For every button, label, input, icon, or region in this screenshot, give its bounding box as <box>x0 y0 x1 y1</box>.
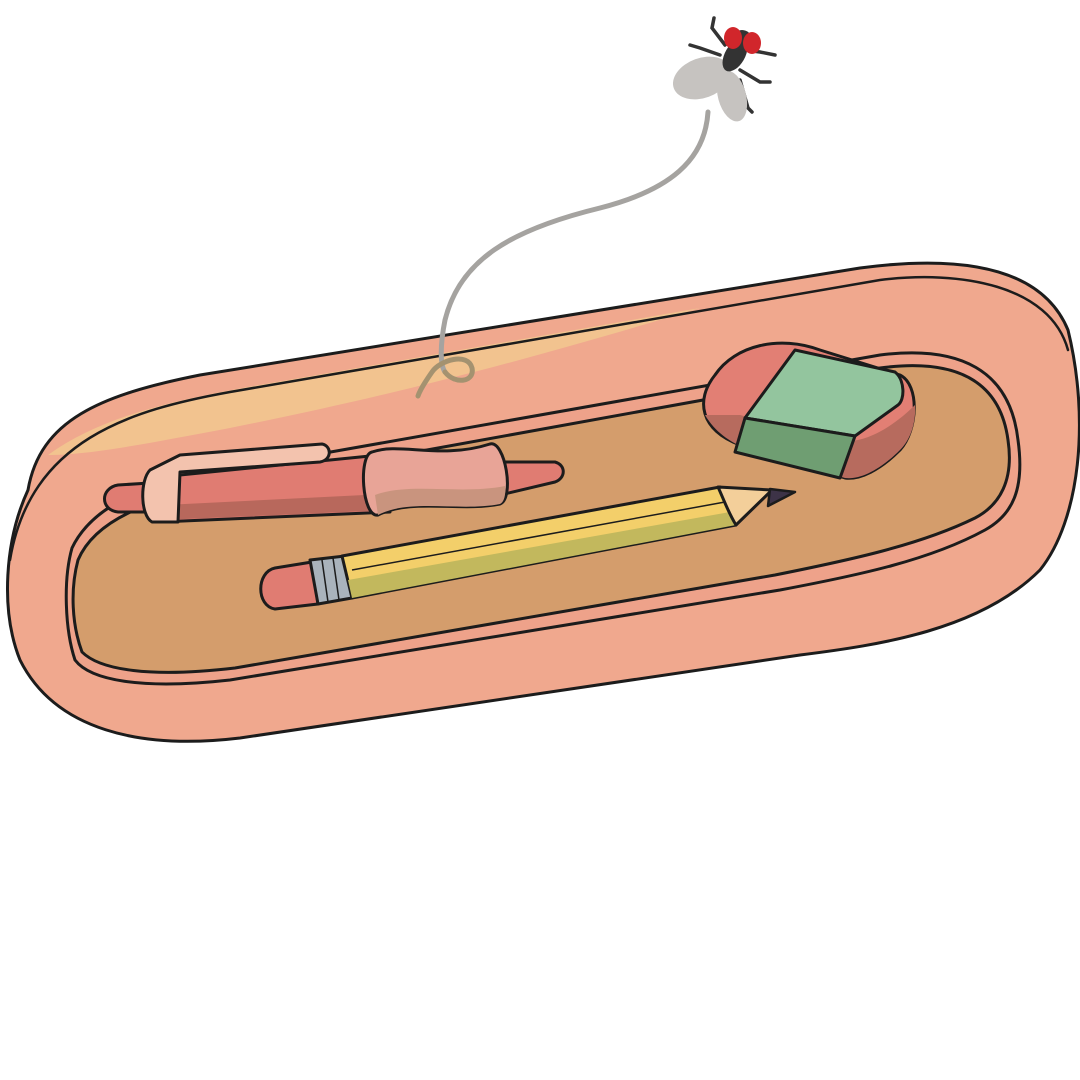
tray-lip-line <box>8 275 1070 562</box>
pencil-icon <box>259 485 797 611</box>
pen-grip-shadow <box>375 486 506 515</box>
pen-clip <box>141 442 331 524</box>
tray-rim-highlight <box>48 308 700 455</box>
pencil-body-shadow <box>348 512 736 598</box>
fly-eye-right <box>743 32 761 54</box>
fly-icon <box>672 16 777 122</box>
pencil-wood <box>716 485 774 527</box>
pen-tip <box>498 460 565 497</box>
pencil-ferrule-band <box>332 557 340 601</box>
pencil-eraser <box>259 560 320 611</box>
fly-wing-left <box>672 56 732 100</box>
eraser-top <box>743 348 905 438</box>
pen-end-cap <box>103 481 152 514</box>
pen-barrel-shadow <box>162 494 390 520</box>
fly-eye-left <box>724 27 742 49</box>
pencil-ferrule-band <box>321 559 329 603</box>
eraser-side <box>733 416 857 480</box>
fly-trail-loop <box>415 356 475 399</box>
eraser-icon <box>702 341 916 480</box>
pen-icon <box>103 442 565 524</box>
pencil-facet-line <box>351 501 726 571</box>
pencil-lead <box>766 487 797 508</box>
fly-trail <box>415 109 711 399</box>
fly-wing-right <box>716 70 748 122</box>
fly-trail-line <box>438 109 711 375</box>
